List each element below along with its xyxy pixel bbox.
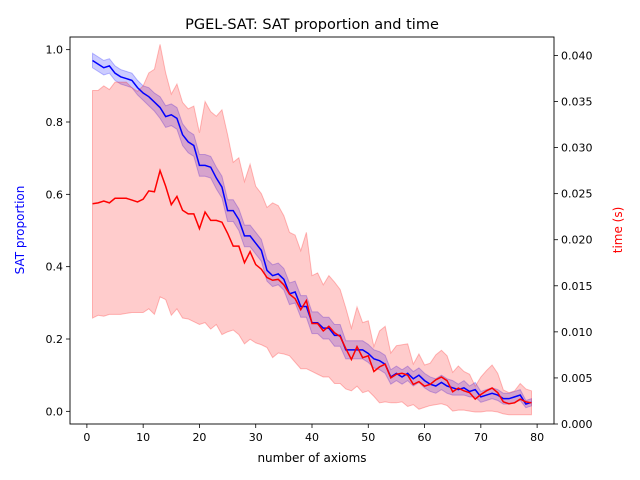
- y-left-tick-label: 0.0: [46, 405, 64, 418]
- y-right-tick-label: 0.040: [561, 49, 593, 62]
- x-tick-label: 40: [305, 431, 319, 444]
- confidence-bands: [92, 44, 532, 416]
- chart-title: PGEL-SAT: SAT proportion and time: [185, 17, 439, 33]
- series-lines: [92, 59, 532, 406]
- y-right-tick-label: 0.015: [561, 280, 593, 293]
- x-tick-label: 50: [361, 431, 375, 444]
- x-tick-label: 30: [249, 431, 263, 444]
- x-tick-label: 70: [474, 431, 488, 444]
- time-line: [92, 168, 532, 405]
- y-axis-left: 0.0 0.2 0.4 0.6 0.8 1.0: [46, 44, 70, 418]
- x-axis-label: number of axioms: [257, 451, 366, 465]
- y-axis-right: 0.000 0.005 0.010 0.015 0.020 0.025 0.030 0.035…: [554, 49, 593, 431]
- x-tick-label: 20: [192, 431, 206, 444]
- y-right-tick-label: 0.035: [561, 96, 593, 109]
- y-right-tick-label: 0.030: [561, 142, 593, 155]
- y-axis-right-label: time (s): [611, 207, 625, 254]
- y-axis-left-label: SAT proportion: [13, 186, 27, 275]
- y-right-tick-label: 0.000: [561, 418, 593, 431]
- y-left-tick-label: 0.8: [46, 116, 64, 129]
- y-right-tick-label: 0.020: [561, 234, 593, 247]
- y-left-tick-label: 1.0: [46, 44, 64, 57]
- x-axis: 0 10 20 30 40 50 60 70 80: [83, 424, 544, 444]
- y-right-tick-label: 0.005: [561, 372, 593, 385]
- x-tick-label: 60: [418, 431, 432, 444]
- time-band: [92, 44, 532, 416]
- sat-proportion-band: [92, 52, 532, 409]
- y-left-tick-label: 0.2: [46, 333, 64, 346]
- y-left-tick-label: 0.6: [46, 188, 64, 201]
- x-tick-label: 0: [83, 431, 90, 444]
- x-tick-label: 80: [530, 431, 544, 444]
- y-left-tick-label: 0.4: [46, 261, 64, 274]
- y-right-tick-label: 0.010: [561, 326, 593, 339]
- x-tick-label: 10: [136, 431, 150, 444]
- y-right-tick-label: 0.025: [561, 188, 593, 201]
